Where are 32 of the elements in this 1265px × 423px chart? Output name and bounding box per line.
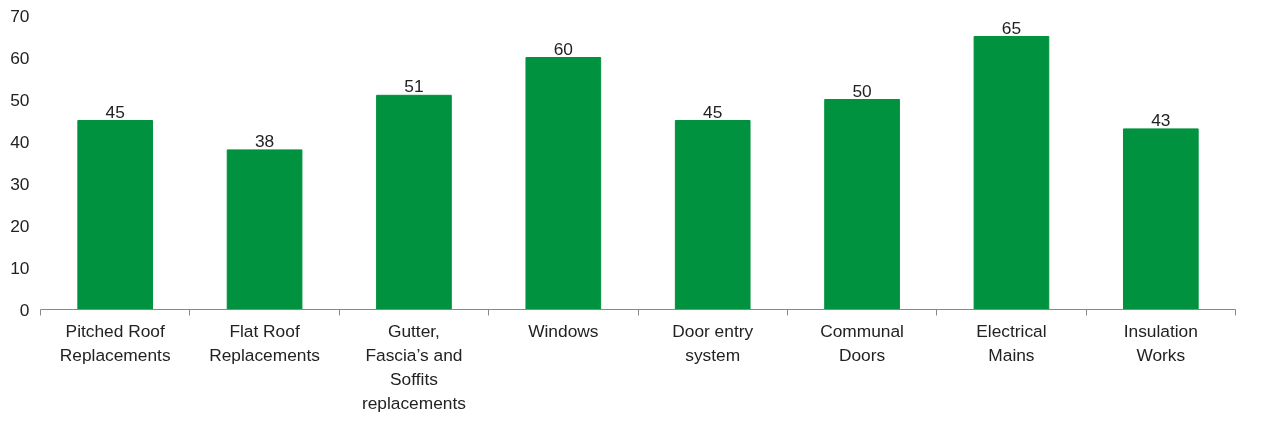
x-tick-label: Windows: [528, 320, 599, 341]
x-tick-label: Insulation Works: [1123, 320, 1198, 365]
x-tick-label: Electrical Mains: [976, 320, 1047, 365]
y-tick-label: 70: [10, 5, 30, 26]
y-tick-label: 60: [10, 47, 30, 68]
bar: [973, 36, 1050, 310]
y-tick-label: 40: [10, 131, 30, 152]
data-label: 45: [105, 101, 125, 122]
x-tick-label: Communal Doors: [820, 320, 904, 365]
x-tick-label: Door entry system: [672, 320, 754, 365]
bar: [77, 120, 154, 310]
bar: [376, 94, 452, 310]
x-tick-label: Flat Roof Replacements: [209, 320, 321, 365]
data-label: 38: [254, 130, 275, 151]
data-label: 45: [703, 101, 723, 122]
data-label: 65: [1001, 17, 1022, 38]
bar: [1122, 128, 1199, 310]
data-label: 60: [553, 38, 573, 59]
data-label: 43: [1151, 109, 1171, 130]
data-label: 50: [852, 80, 872, 101]
y-tick-label: 0: [19, 299, 30, 320]
bar: [525, 57, 602, 310]
x-tick-label: Gutter, Fascia’s and Soffits replacements: [361, 320, 467, 413]
bar: [226, 149, 303, 310]
bar: [674, 120, 751, 310]
y-tick-label: 10: [10, 257, 30, 278]
data-label: 51: [404, 76, 424, 97]
y-tick-label: 30: [10, 173, 30, 194]
y-tick-label: 20: [10, 215, 30, 236]
y-tick-label: 50: [10, 89, 30, 110]
x-tick-label: Pitched Roof Replacements: [59, 320, 171, 365]
bar: [824, 99, 900, 310]
